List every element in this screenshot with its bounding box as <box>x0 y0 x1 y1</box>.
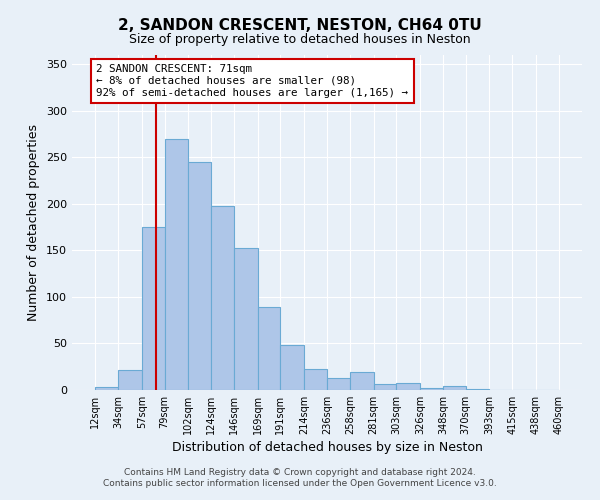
X-axis label: Distribution of detached houses by size in Neston: Distribution of detached houses by size … <box>172 441 482 454</box>
Bar <box>257 307 280 390</box>
Bar <box>164 138 188 390</box>
Y-axis label: Number of detached properties: Number of detached properties <box>28 124 40 321</box>
Text: 2, SANDON CRESCENT, NESTON, CH64 0TU: 2, SANDON CRESCENT, NESTON, CH64 0TU <box>118 18 482 32</box>
Bar <box>304 368 327 390</box>
Bar <box>397 384 420 390</box>
Bar <box>374 384 397 390</box>
Bar <box>95 387 118 390</box>
Bar <box>211 206 234 390</box>
Bar <box>280 346 304 390</box>
Bar <box>188 162 211 390</box>
Bar <box>443 386 466 390</box>
Text: 2 SANDON CRESCENT: 71sqm
← 8% of detached houses are smaller (98)
92% of semi-de: 2 SANDON CRESCENT: 71sqm ← 8% of detache… <box>96 64 408 98</box>
Bar <box>118 370 142 390</box>
Bar <box>420 388 443 390</box>
Bar <box>234 248 257 390</box>
Text: Contains HM Land Registry data © Crown copyright and database right 2024.
Contai: Contains HM Land Registry data © Crown c… <box>103 468 497 487</box>
Bar <box>327 378 350 390</box>
Text: Size of property relative to detached houses in Neston: Size of property relative to detached ho… <box>129 32 471 46</box>
Bar <box>142 227 164 390</box>
Bar <box>466 389 490 390</box>
Bar <box>350 372 374 390</box>
